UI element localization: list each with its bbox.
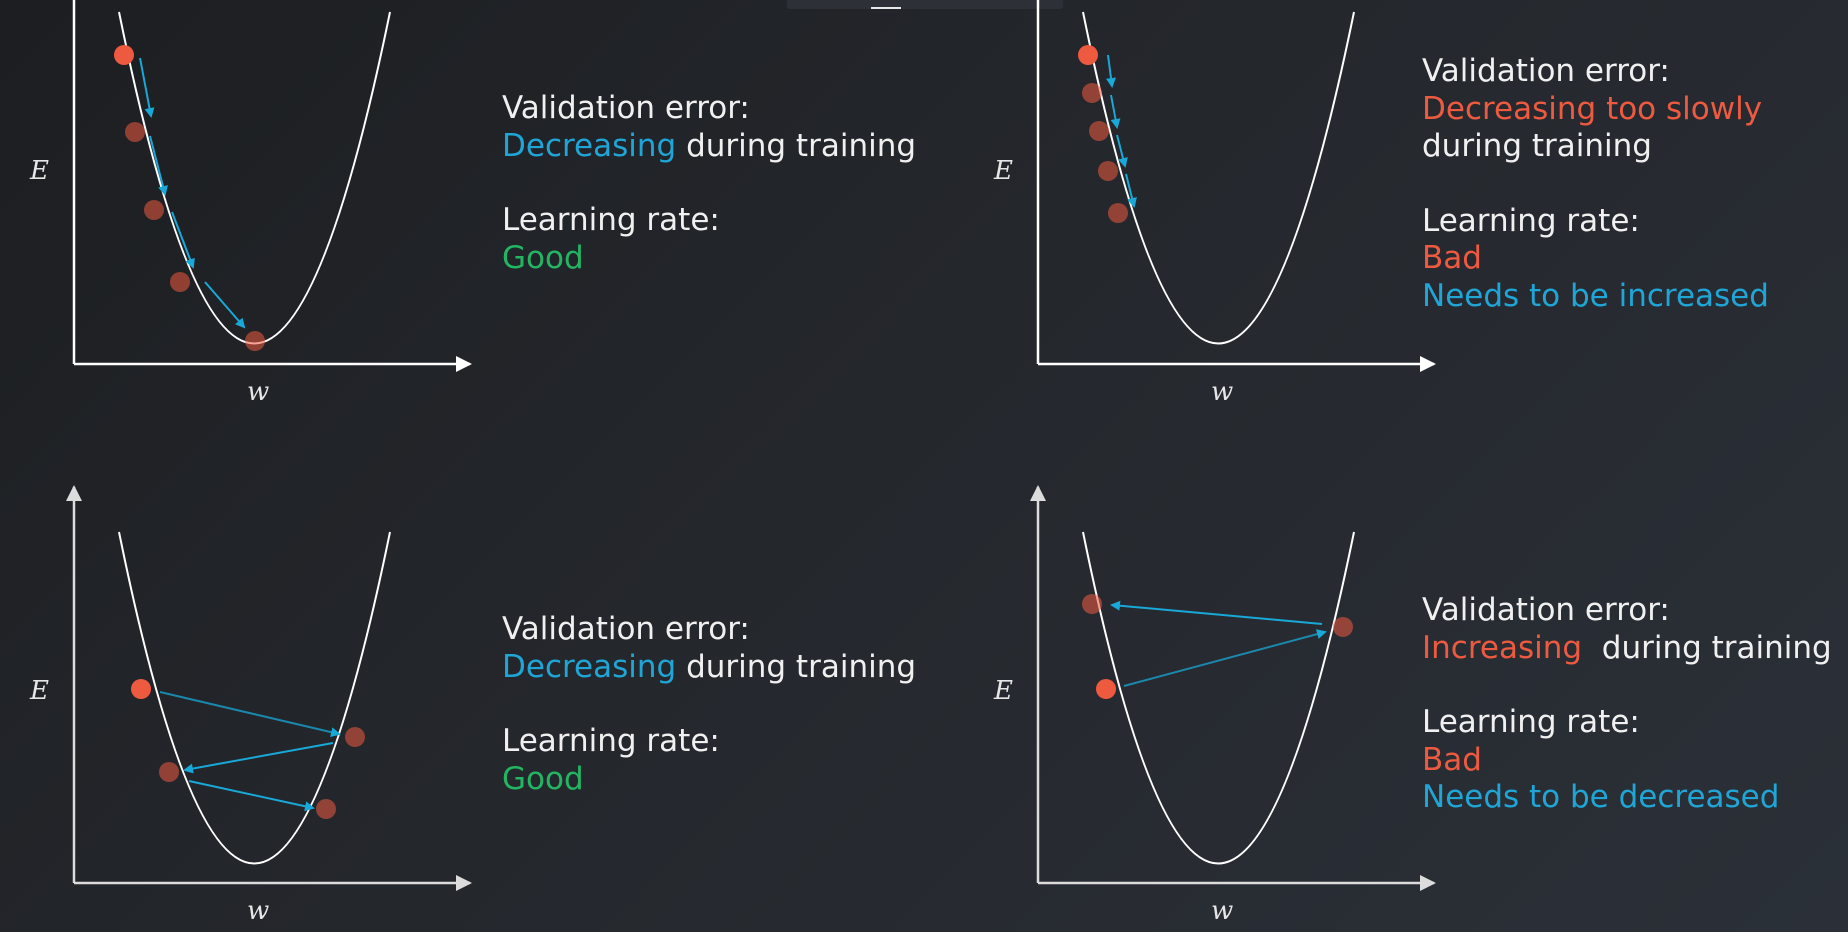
top-tab-underline (871, 7, 901, 9)
panel-4-error-curve (1082, 531, 1355, 865)
panel-1-arrow-2 (149, 135, 168, 196)
panel-2-arrow-3 (1116, 134, 1128, 168)
validation-error-label: Validation error: (1422, 592, 1670, 628)
validation-error-context: during training (676, 648, 917, 685)
learning-rate-advice: Needs to be decreased (1422, 779, 1780, 815)
panel-3-start-point (131, 679, 151, 699)
panel-4-step-point (1333, 617, 1353, 637)
validation-error-status: Decreasing too slowly (1422, 90, 1763, 127)
validation-error-status: Decreasing (502, 127, 677, 164)
panel-1-arrow-1 (139, 57, 155, 118)
panel-2-end-point (1108, 203, 1128, 223)
learning-rate-status: Bad (1422, 741, 1482, 778)
learning-rate-status: Good (502, 239, 584, 276)
panel-2-plot (1036, 0, 1436, 372)
panel-4-x-axis-label: w (1211, 896, 1234, 926)
panel-1-step-point (144, 200, 164, 220)
panel-2-error-curve (1082, 11, 1355, 345)
panel-2-description: Validation error: Decreasing too slowly … (1422, 53, 1769, 315)
learning-rate-label: Learning rate: (1422, 704, 1640, 740)
panel-2-step-point (1098, 161, 1118, 181)
panel-1-step-point (125, 122, 145, 142)
validation-error-context: during training (676, 127, 917, 164)
panel-2-arrow-4 (1125, 173, 1137, 208)
panel-1-arrow-4 (204, 281, 246, 329)
panel-2-step-point (1082, 83, 1102, 103)
top-tab-indicator (787, 0, 1063, 9)
panel-4-start-point (1096, 679, 1116, 699)
panel-2-arrow-1 (1106, 54, 1116, 88)
panel-4-arrow-2 (1110, 600, 1323, 625)
learning-rate-label: Learning rate: (1422, 202, 1640, 239)
panel-1-description: Validation error: Decreasing during trai… (502, 90, 916, 277)
validation-error-status-line: Increasing during training (1422, 630, 1832, 668)
validation-error-status: Increasing (1422, 629, 1583, 666)
panel-3-arrow-2 (183, 742, 334, 774)
validation-error-context: during training (1422, 128, 1652, 164)
panel-1-start-point (114, 45, 134, 65)
panel-3-step-point (159, 762, 179, 782)
panel-2-start-point (1078, 45, 1098, 65)
validation-error-label: Validation error: (502, 611, 750, 647)
learning-rate-status: Good (502, 760, 584, 797)
panel-3-step-point (345, 727, 365, 747)
panel-1-step-point (170, 272, 190, 292)
validation-error-status: Decreasing (502, 648, 677, 685)
panel-3-y-axis-label: E (30, 676, 49, 706)
panel-3-arrow-1 (159, 691, 341, 738)
panel-2-y-axis-label: E (994, 156, 1013, 186)
panel-4-y-axis-label: E (994, 676, 1013, 706)
panel-3-end-point (316, 799, 336, 819)
panel-1-x-axis-label: w (247, 377, 270, 407)
validation-error-label: Validation error: (1422, 53, 1670, 89)
panel-3-plot (66, 485, 472, 891)
learning-rate-label: Learning rate: (502, 723, 720, 759)
panel-2-step-point (1089, 121, 1109, 141)
panel-2-arrow-2 (1110, 94, 1121, 129)
panel-1-y-axis-label: E (30, 156, 49, 186)
panel-4-end-point (1082, 594, 1102, 614)
validation-error-label: Validation error: (502, 90, 750, 126)
panel-4-plot (1030, 485, 1436, 891)
panel-3-x-axis-label: w (247, 896, 270, 926)
learning-rate-label: Learning rate: (502, 202, 720, 238)
panel-3-error-curve (118, 531, 391, 865)
panel-4-arrow-1 (1123, 629, 1327, 687)
validation-error-context: during training (1582, 629, 1832, 666)
panel-4-description: Validation error: Increasing during trai… (1422, 592, 1832, 817)
learning-rate-advice: Needs to be increased (1422, 277, 1769, 314)
panel-1-error-curve (118, 11, 391, 345)
validation-error-status-line: Decreasing during training (502, 128, 916, 166)
learning-rate-status: Bad (1422, 240, 1482, 276)
validation-error-status-line: Decreasing during training (502, 649, 916, 687)
panel-1-plot (72, 0, 472, 372)
panel-3-description: Validation error: Decreasing during trai… (502, 611, 916, 798)
panel-1-end-point (245, 331, 265, 351)
panel-1-arrow-3 (171, 211, 195, 269)
panel-3-arrow-3 (188, 780, 315, 812)
panel-2-x-axis-label: w (1211, 377, 1234, 407)
